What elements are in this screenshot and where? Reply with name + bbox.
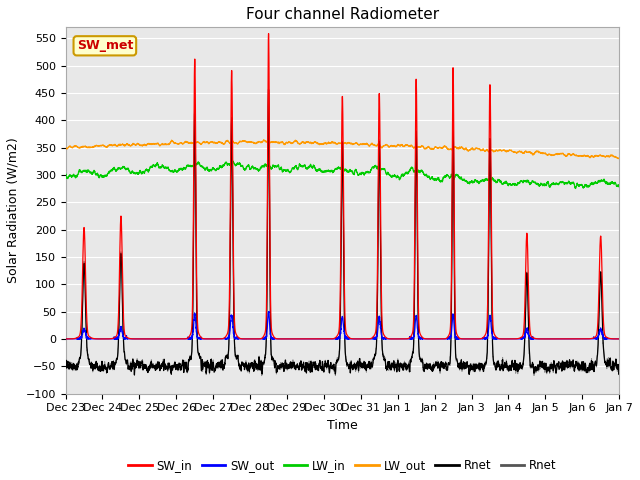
Text: SW_met: SW_met (77, 39, 133, 52)
Legend: SW_in, SW_out, LW_in, LW_out, Rnet, Rnet: SW_in, SW_out, LW_in, LW_out, Rnet, Rnet (124, 455, 561, 477)
X-axis label: Time: Time (327, 419, 358, 432)
Title: Four channel Radiometer: Four channel Radiometer (246, 7, 439, 22)
Y-axis label: Solar Radiation (W/m2): Solar Radiation (W/m2) (7, 138, 20, 283)
